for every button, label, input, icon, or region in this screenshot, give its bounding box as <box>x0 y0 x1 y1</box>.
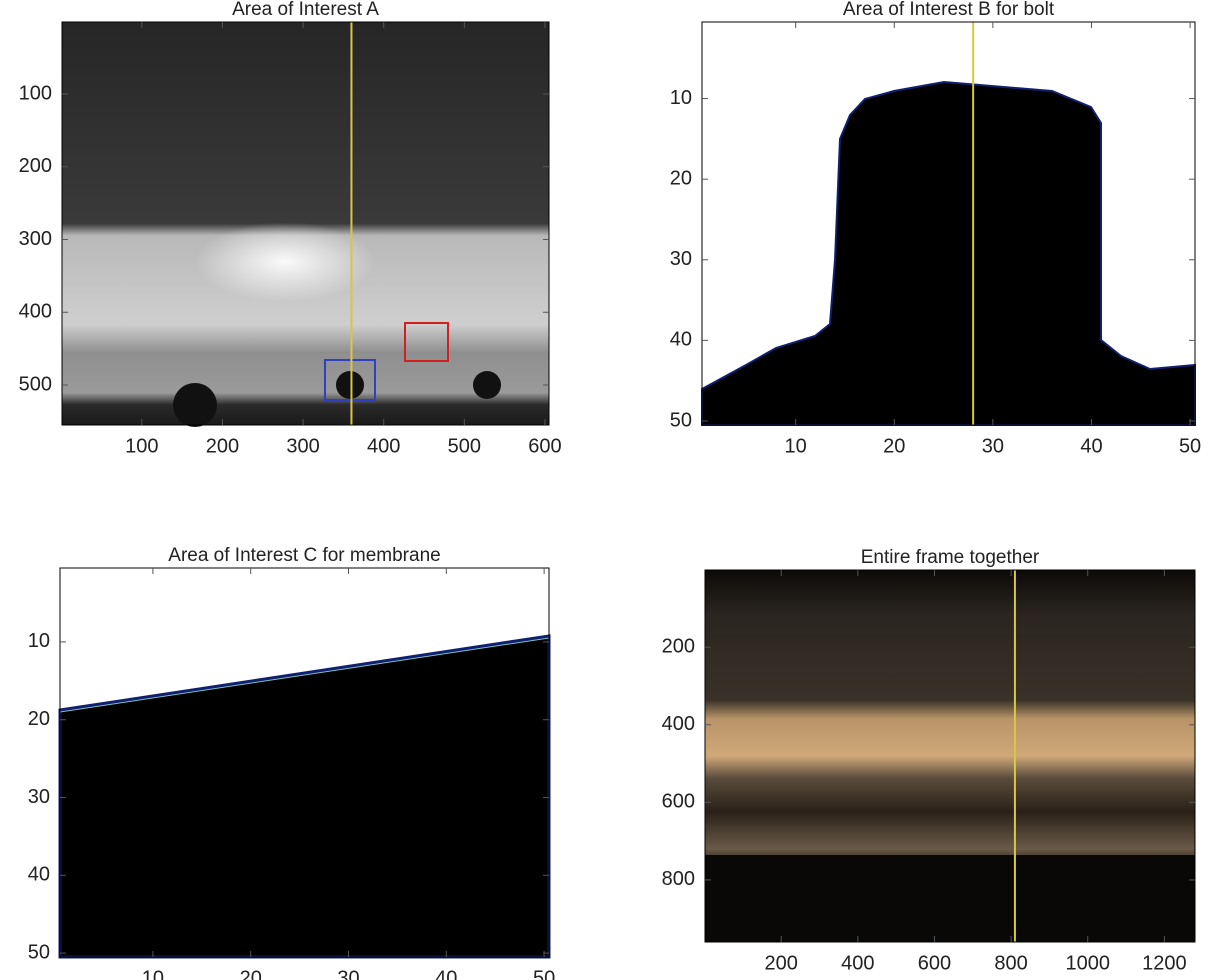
subplot-title: Entire frame together <box>861 547 1040 568</box>
axes-box <box>704 569 1196 943</box>
axes-box <box>61 21 550 426</box>
x-tick-label: 30 <box>982 435 1004 457</box>
x-tick-label: 1200 <box>1142 952 1187 974</box>
y-tick-label: 20 <box>28 708 50 730</box>
x-tick-label: 50 <box>533 967 555 980</box>
y-tick-label: 300 <box>19 228 52 250</box>
subplot-title: Area of Interest A <box>232 0 379 20</box>
x-tick-label: 600 <box>918 952 951 974</box>
edge-fit <box>59 637 550 713</box>
roi-box <box>404 322 449 362</box>
y-tick-label: 10 <box>670 87 692 109</box>
y-tick-label: 10 <box>28 630 50 652</box>
y-tick-label: 800 <box>662 868 695 890</box>
bolt <box>473 371 501 399</box>
x-tick-label: 40 <box>435 967 457 980</box>
x-tick-label: 300 <box>286 435 319 457</box>
image-a <box>62 22 549 427</box>
y-tick-label: 200 <box>662 635 695 657</box>
x-tick-label: 40 <box>1080 435 1102 457</box>
y-tick-label: 40 <box>670 329 692 351</box>
x-tick-label: 50 <box>1179 435 1201 457</box>
x-tick-label: 600 <box>528 435 561 457</box>
x-tick-label: 400 <box>367 435 400 457</box>
y-tick-label: 600 <box>662 791 695 813</box>
shadow <box>705 855 1195 942</box>
image-d <box>705 570 1195 942</box>
y-tick-label: 40 <box>28 864 50 886</box>
y-tick-label: 50 <box>28 941 50 963</box>
y-tick-label: 20 <box>670 167 692 189</box>
x-tick-label: 800 <box>994 952 1027 974</box>
highlight <box>195 222 375 302</box>
axes-box <box>59 567 550 958</box>
axes-box <box>701 21 1196 426</box>
x-tick-label: 100 <box>125 435 158 457</box>
x-tick-label: 200 <box>765 952 798 974</box>
subplot-title: Area of Interest B for bolt <box>843 0 1055 20</box>
x-tick-label: 30 <box>337 967 359 980</box>
image-c <box>58 568 551 959</box>
y-tick-label: 400 <box>662 713 695 735</box>
x-tick-label: 10 <box>785 435 807 457</box>
y-tick-label: 30 <box>28 786 50 808</box>
y-tick-label: 400 <box>19 301 52 323</box>
x-tick-label: 10 <box>142 967 164 980</box>
x-tick-label: 20 <box>240 967 262 980</box>
x-tick-label: 200 <box>206 435 239 457</box>
roi-box <box>324 359 376 401</box>
bolt <box>173 383 217 427</box>
y-tick-label: 500 <box>19 373 52 395</box>
y-tick-label: 200 <box>19 155 52 177</box>
y-tick-label: 100 <box>19 82 52 104</box>
x-tick-label: 500 <box>448 435 481 457</box>
x-tick-label: 400 <box>841 952 874 974</box>
y-tick-label: 50 <box>670 409 692 431</box>
bolt-shape <box>701 80 1196 426</box>
y-tick-label: 30 <box>670 248 692 270</box>
x-tick-label: 20 <box>883 435 905 457</box>
image-b <box>701 22 1196 426</box>
bolt <box>336 371 364 399</box>
x-tick-label: 1000 <box>1065 952 1110 974</box>
subplot-title: Area of Interest C for membrane <box>168 545 440 566</box>
